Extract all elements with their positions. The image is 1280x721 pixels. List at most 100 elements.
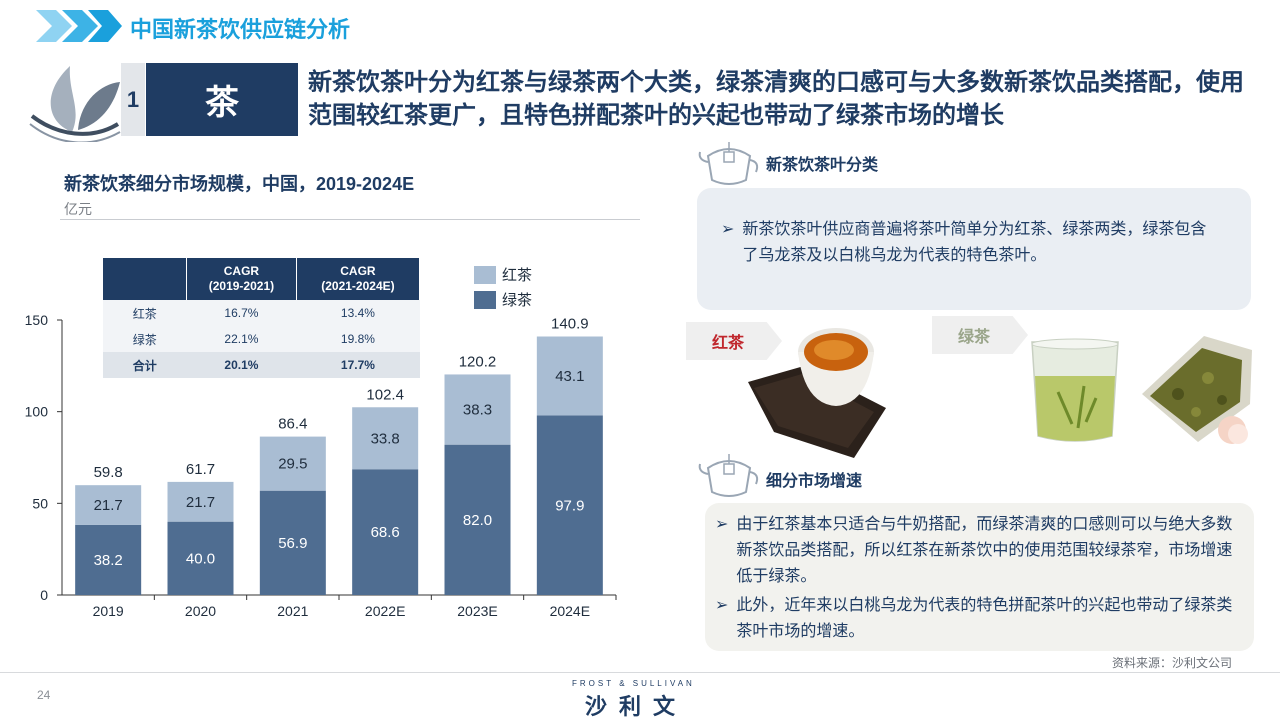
source-note: 资料来源：沙利文公司 [1112,656,1233,670]
cagr-header-2-line2: (2021-2024E) [321,279,395,293]
data-label: 56.9 [278,535,307,552]
page-number: 24 [37,688,51,702]
data-label: 38.3 [463,402,492,419]
cagr-cell: 22.1% [186,326,297,352]
cagr-row-label: 绿茶 [103,326,187,352]
bar-black-tea [75,485,142,525]
stacked-bar-chart: 0 50 100 150 38.2 21.7 59.8 2019 40.0 21.7 61.7 202… [25,312,617,619]
bar-black-tea [444,374,511,445]
header-chevrons-icon [36,10,122,42]
data-label: 38.2 [94,552,123,569]
teapot-icon [698,142,759,185]
chart-title: 新茶饮茶细分市场规模，中国，2019-2024E [64,174,415,194]
table-row: 绿茶 22.1% 19.8% [103,326,420,352]
bar-black-tea [167,481,234,522]
cagr-cell: 17.7% [296,352,420,378]
data-label: 97.9 [555,497,584,514]
tag-green-tea: 绿茶 [932,316,1028,354]
chart-legend: 红茶 绿茶 [474,262,532,312]
classification-card: ➢ 新茶饮茶叶供应商普遍将茶叶简单分为红茶、绿茶两类，绿茶包含了乌龙茶及以白桃乌… [697,188,1251,310]
black-tea-cup-image [748,328,886,458]
x-tick-label: 2020 [185,603,216,619]
data-label: 82.0 [463,512,492,529]
arrow-bullet-icon: ➢ [715,516,729,533]
data-label: 21.7 [186,494,215,511]
section-number: 1 [121,63,145,136]
cagr-header-1-line2: (2019-2021) [208,279,275,293]
total-label: 120.2 [459,353,497,370]
bar-green-tea [75,524,142,595]
total-label: 140.9 [551,316,589,333]
total-label: 102.4 [366,386,404,403]
x-tick-label: 2023E [457,603,497,619]
bar-green-tea [536,415,603,595]
x-tick-label: 2021 [277,603,308,619]
brand-logo-en: FROST & SULLIVAN [572,679,695,688]
bar-black-tea [259,436,326,491]
footer-divider [0,672,1280,673]
total-label: 59.8 [94,464,123,481]
y-tick-label: 50 [32,495,48,511]
oolong-tea-bag-image [1142,336,1252,444]
total-label: 61.7 [186,461,215,478]
cagr-row-label: 红茶 [103,300,187,326]
y-tick-label: 0 [40,587,48,603]
tag-black-tea: 红茶 [686,322,782,360]
legend-swatch [474,290,496,309]
data-label: 21.7 [94,497,123,514]
bullet-item: ➢ 此外，近年来以白桃乌龙为代表的特色拼配茶叶的兴起也带动了绿茶类茶叶市场的增速… [715,593,1241,645]
data-label: 40.0 [186,550,215,567]
table-row: 红茶 16.7% 13.4% [103,300,420,326]
cagr-cell: 20.1% [186,352,297,378]
green-tea-glass-image [1031,338,1119,442]
cagr-cell: 16.7% [186,300,297,326]
cagr-row-label: 合计 [103,352,187,378]
bar-black-tea [352,407,419,470]
bullet-text: 由于红茶基本只适合与牛奶搭配，而绿茶清爽的口感则可以与绝大多数新茶饮品类搭配，所… [736,516,1233,585]
legend-label: 绿茶 [502,292,533,309]
data-label: 29.5 [278,456,307,473]
page-title: 中国新茶饮供应链分析 [130,17,351,42]
chart-unit: 亿元 [64,201,92,217]
bar-green-tea [259,490,326,595]
x-tick-label: 2024E [550,603,590,619]
y-tick-label: 150 [25,312,49,328]
data-label: 43.1 [555,368,584,385]
data-label: 33.8 [371,430,400,447]
legend-item: 红茶 [474,262,532,287]
divider [60,219,640,220]
cagr-header-1-line1: CAGR [223,264,260,278]
cagr-header-2: CAGR (2021-2024E) [296,258,421,300]
bullet-text: 此外，近年来以白桃乌龙为代表的特色拼配茶叶的兴起也带动了绿茶类茶叶市场的增速。 [736,597,1233,640]
arrow-bullet-icon: ➢ [715,597,729,614]
bullet-item: ➢ 由于红茶基本只适合与牛奶搭配，而绿茶清爽的口感则可以与绝大多数新茶饮品类搭配… [715,512,1241,590]
x-tick-label: 2022E [365,603,405,619]
bar-black-tea [536,336,603,416]
legend-swatch [474,265,496,284]
arrow-bullet-icon: ➢ [721,221,735,238]
tea-leaf-logo-icon [29,66,121,142]
cagr-cell: 13.4% [296,300,420,326]
cagr-table: CAGR (2019-2021) CAGR (2021-2024E) 红茶 16… [103,258,421,378]
x-tick-label: 2019 [93,603,124,619]
bar-green-tea [352,469,419,595]
legend-label: 红茶 [502,267,533,284]
data-label: 68.6 [371,524,400,541]
section-heading-classification: 新茶饮茶叶分类 [766,157,879,174]
legend-item: 绿茶 [474,287,532,312]
brand-logo-cn: 沙利文 [585,694,688,719]
bar-green-tea [167,521,234,595]
cagr-header-2-line1: CAGR [340,264,376,278]
teapot-icon [698,454,759,497]
growth-card: ➢ 由于红茶基本只适合与牛奶搭配，而绿茶清爽的口感则可以与绝大多数新茶饮品类搭配… [705,503,1254,651]
total-label: 86.4 [278,416,307,433]
headline: 新茶饮茶叶分为红茶与绿茶两个大类，绿茶清爽的口感可与大多数新茶饮品类搭配，使用范… [308,69,1244,129]
bullet-item: ➢ 新茶饮茶叶供应商普遍将茶叶简单分为红茶、绿茶两类，绿茶包含了乌龙茶及以白桃乌… [721,217,1221,269]
section-heading-growth: 细分市场增速 [766,473,863,490]
section-label: 茶 [146,63,298,136]
cagr-cell: 19.8% [296,326,420,352]
bar-green-tea [444,444,511,595]
table-row: 合计 20.1% 17.7% [103,352,420,378]
cagr-corner [103,258,187,300]
y-tick-label: 100 [25,404,49,420]
